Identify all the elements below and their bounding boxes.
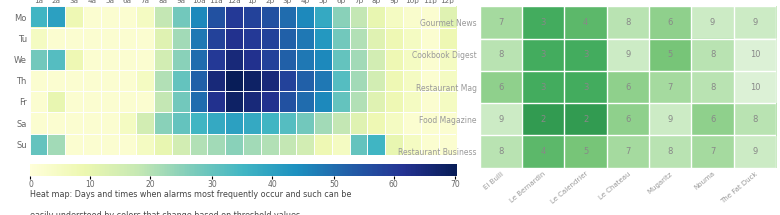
- Text: 8: 8: [752, 115, 757, 124]
- Text: 4: 4: [541, 147, 546, 156]
- Text: 8: 8: [498, 50, 504, 59]
- Text: 5: 5: [668, 50, 673, 59]
- Text: 3: 3: [541, 18, 546, 27]
- Text: 5: 5: [583, 147, 588, 156]
- Text: 6: 6: [668, 18, 673, 27]
- Text: 8: 8: [668, 147, 673, 156]
- Text: 10: 10: [750, 83, 760, 92]
- Text: 9: 9: [752, 18, 757, 27]
- Text: Heat map: Days and times when alarms most frequently occur and such can be: Heat map: Days and times when alarms mos…: [30, 190, 351, 199]
- Text: 9: 9: [498, 115, 504, 124]
- Text: 3: 3: [541, 50, 546, 59]
- Text: 8: 8: [710, 50, 715, 59]
- Text: 3: 3: [583, 83, 588, 92]
- Text: 7: 7: [710, 147, 715, 156]
- Text: 6: 6: [626, 115, 630, 124]
- Text: easily understood by colors that change based on threshold values.: easily understood by colors that change …: [30, 211, 303, 215]
- Text: 2: 2: [583, 115, 588, 124]
- Text: 9: 9: [752, 147, 757, 156]
- Text: 9: 9: [626, 50, 630, 59]
- Text: 8: 8: [710, 83, 715, 92]
- Text: 7: 7: [498, 18, 504, 27]
- Text: 9: 9: [710, 18, 715, 27]
- Text: 9: 9: [668, 115, 673, 124]
- Text: 7: 7: [626, 147, 630, 156]
- Text: 8: 8: [498, 147, 504, 156]
- Text: 7: 7: [668, 83, 673, 92]
- Text: 6: 6: [626, 83, 630, 92]
- Text: 4: 4: [583, 18, 588, 27]
- Text: 8: 8: [626, 18, 630, 27]
- Text: 6: 6: [710, 115, 715, 124]
- Text: 10: 10: [750, 50, 760, 59]
- Text: 3: 3: [583, 50, 588, 59]
- Text: 6: 6: [498, 83, 504, 92]
- Text: 3: 3: [541, 83, 546, 92]
- Text: 2: 2: [541, 115, 546, 124]
